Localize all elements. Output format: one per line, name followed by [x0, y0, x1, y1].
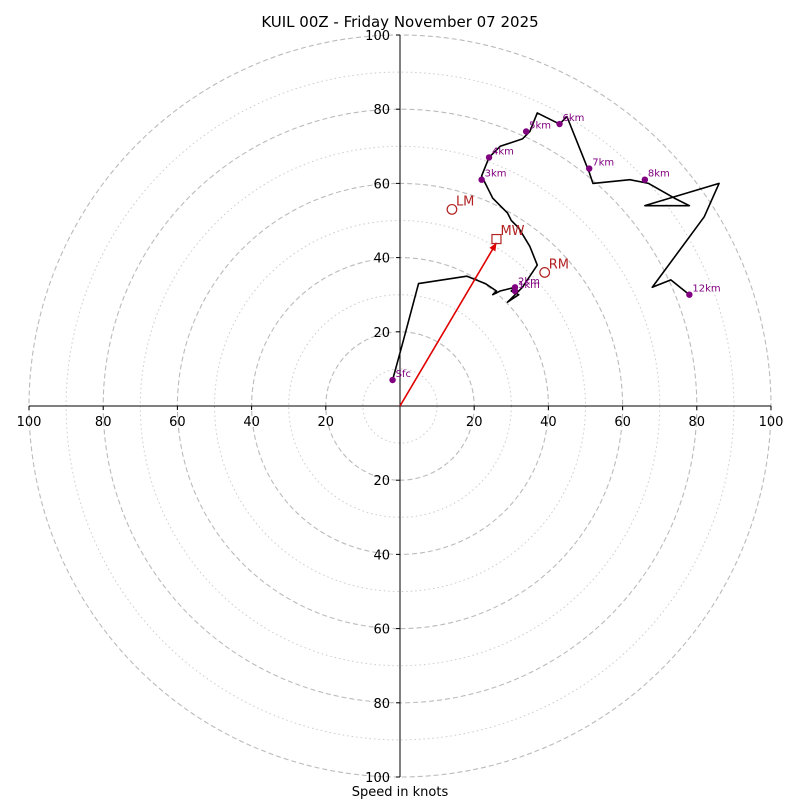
- height-label: 6km: [563, 113, 585, 124]
- height-marker: [485, 154, 493, 161]
- x-tick-label: 100: [759, 415, 784, 430]
- height-point-7km: 7km: [586, 158, 614, 172]
- height-marker: [478, 176, 485, 183]
- x-tick-label: 20: [318, 415, 335, 430]
- x-tick-label: 40: [243, 415, 260, 430]
- storm-motion-marker: [491, 233, 502, 245]
- y-tick-label: 60: [373, 177, 390, 192]
- height-label: 5km: [529, 120, 551, 131]
- height-label: 12km: [692, 284, 720, 295]
- x-tick-label: 20: [466, 415, 483, 430]
- storm-motion-mw: MW: [491, 224, 525, 245]
- x-tick-label: 60: [614, 415, 631, 430]
- height-point-4km: 4km: [485, 146, 514, 161]
- height-marker: [511, 284, 519, 291]
- x-tick-label: 80: [689, 415, 706, 430]
- y-tick-label: 80: [373, 103, 390, 118]
- height-label: 7km: [592, 158, 614, 169]
- storm-motion-label: LM: [456, 194, 474, 209]
- y-tick-label: 20: [373, 326, 390, 341]
- storm-motion-marker: [539, 267, 551, 278]
- height-label: 8km: [648, 169, 670, 180]
- height-point-8km: 8km: [641, 169, 670, 183]
- height-point-12km: 12km: [686, 284, 721, 298]
- mean-wind-arrowhead: [489, 242, 497, 252]
- y-tick-label: 80: [373, 697, 390, 712]
- storm-motion-lm: LM: [446, 194, 474, 215]
- y-tick-label: 100: [365, 771, 390, 786]
- height-marker: [686, 291, 693, 298]
- storm-motion-marker: [446, 203, 458, 215]
- height-label: 3km: [485, 169, 507, 180]
- tick-labels: 20 20 20 20 40 40 40 40 60 60 60 60 80 80 80 80 100 100 10…: [17, 29, 784, 786]
- x-tick-label: 60: [169, 415, 186, 430]
- y-tick-label: 40: [373, 252, 390, 267]
- y-tick-label: 40: [373, 548, 390, 563]
- x-tick-label: 80: [95, 415, 112, 430]
- height-point-5km: 5km: [522, 120, 551, 135]
- height-point-6km: 6km: [556, 113, 585, 128]
- y-tick-label: 100: [365, 29, 390, 44]
- height-point-sfc: Sfc: [389, 369, 411, 384]
- height-label: 1km: [518, 280, 540, 291]
- height-label: 2km: [518, 276, 540, 287]
- height-point-2km: 2km: [511, 276, 540, 291]
- storm-motion-rm: RM: [539, 257, 569, 278]
- x-axis-label: Speed in knots: [352, 785, 449, 800]
- height-marker: [641, 176, 649, 183]
- chart-title: KUIL 00Z - Friday November 07 2025: [261, 13, 538, 31]
- y-tick-label: 60: [373, 623, 390, 638]
- storm-motion-label: MW: [500, 224, 524, 239]
- x-tick-label: 100: [17, 415, 42, 430]
- height-marker: [586, 165, 593, 172]
- mean-wind-vector: [399, 242, 498, 407]
- height-label: Sfc: [396, 369, 411, 380]
- y-tick-label: 20: [373, 474, 390, 489]
- height-marker: [522, 128, 530, 135]
- height-marker: [556, 120, 563, 128]
- height-point-3km: 3km: [478, 169, 507, 183]
- storm-motion-label: RM: [549, 257, 569, 272]
- height-marker: [389, 376, 396, 384]
- x-tick-label: 40: [540, 415, 557, 430]
- height-label: 4km: [492, 146, 514, 157]
